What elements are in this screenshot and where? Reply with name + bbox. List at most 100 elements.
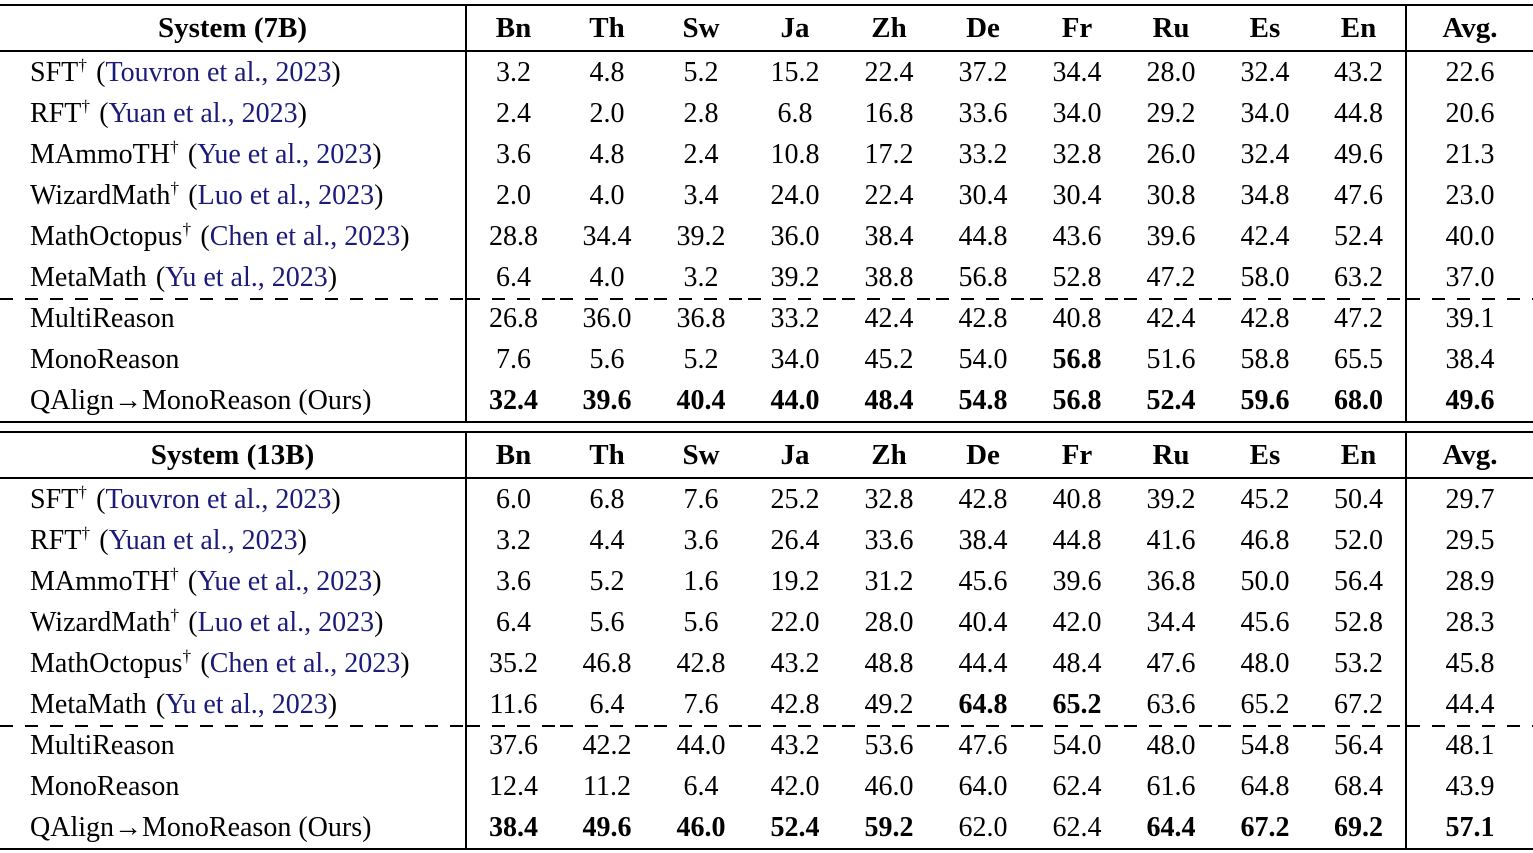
value-cell-ru: 30.8 — [1146, 179, 1196, 211]
value-cell-th: 6.8 — [589, 483, 625, 515]
header-row: System (7B) Bn Th Sw Ja Zh De Fr Ru Es En Avg. — [0, 5, 1533, 52]
table-row: MathOctopus† (Chen et al., 2023) 35.2 46.8 4… — [0, 643, 1533, 684]
system-cell: QAlign→MonoReason (Ours) — [0, 807, 466, 849]
value-cell-ja: 19.2 — [770, 565, 820, 597]
value-cell-es: 58.0 — [1240, 261, 1290, 293]
system-name: SFT — [30, 483, 79, 515]
citation-link[interactable]: Yuan et al., 2023 — [108, 97, 298, 129]
system-name: MathOctopus — [30, 647, 183, 679]
citation-link[interactable]: Luo et al., 2023 — [197, 606, 375, 638]
value-cell-ja: 26.4 — [770, 524, 820, 556]
value-cell-avg: 29.7 — [1405, 478, 1533, 520]
paren-open: ( — [188, 606, 198, 638]
citation-link[interactable]: Yue et al., 2023 — [197, 565, 373, 597]
citation-link[interactable]: Chen et al., 2023 — [209, 647, 401, 679]
value-cell-de: 54.0 — [958, 343, 1008, 375]
value-cell-avg: 48.1 — [1405, 725, 1533, 766]
citation-group: (Chen et al., 2023) — [200, 648, 409, 679]
value-cell-es: 65.2 — [1240, 688, 1290, 720]
column-header-es: Es — [1218, 5, 1312, 52]
value-cell-fr: 54.0 — [1030, 725, 1124, 766]
column-header-sw: Sw — [654, 432, 748, 479]
column-header-avg: Avg. — [1405, 5, 1533, 52]
value-cell-avg: 21.3 — [1405, 134, 1533, 175]
value-cell-ru: 61.6 — [1146, 770, 1196, 802]
column-header-en: En — [1312, 432, 1406, 479]
value-cell-ru: 26.0 — [1146, 138, 1196, 170]
value-cell-zh: 38.8 — [864, 261, 914, 293]
value-cell-ru: 48.0 — [1124, 725, 1218, 766]
system-name: MonoReason — [30, 770, 180, 802]
value-cell-avg: 28.9 — [1405, 561, 1533, 602]
value-cell-sw: 7.6 — [683, 688, 719, 720]
paren-close: ) — [372, 138, 382, 170]
value-cell-ja: 52.4 — [770, 811, 820, 843]
column-header-zh: Zh — [842, 5, 936, 52]
value-cell-sw: 5.2 — [683, 343, 719, 375]
value-cell-fr: 52.8 — [1052, 261, 1102, 293]
citation-link[interactable]: Luo et al., 2023 — [197, 179, 375, 211]
value-cell-es: 59.6 — [1240, 384, 1290, 416]
value-cell-en: 47.2 — [1312, 298, 1406, 339]
value-cell-th: 5.6 — [589, 343, 625, 375]
value-cell-de: 64.0 — [958, 770, 1008, 802]
value-cell-de: 62.0 — [958, 811, 1008, 843]
citation-group: (Yu et al., 2023) — [156, 262, 337, 293]
value-cell-bn: 3.2 — [465, 520, 560, 561]
value-cell-bn: 6.0 — [465, 478, 560, 520]
table-row: QAlign→MonoReason (Ours) 38.4 49.6 46.0 52.4… — [0, 807, 1533, 849]
value-cell-zh: 53.6 — [842, 725, 936, 766]
value-cell-avg: 45.8 — [1405, 643, 1533, 684]
system-name: MultiReason — [30, 729, 175, 761]
column-header-de: De — [936, 5, 1030, 52]
system-cell: MathOctopus† (Chen et al., 2023) — [0, 643, 466, 684]
table-row: RFT† (Yuan et al., 2023) 3.2 4.4 3.6 26.4 33.6… — [0, 520, 1533, 561]
value-cell-ja: 25.2 — [770, 483, 820, 515]
value-cell-en: 63.2 — [1334, 261, 1383, 293]
value-cell-zh: 17.2 — [864, 138, 914, 170]
value-cell-es: 46.8 — [1240, 524, 1290, 556]
value-cell-fr: 65.2 — [1052, 688, 1102, 720]
citation-link[interactable]: Yue et al., 2023 — [197, 138, 373, 170]
dagger-mark: † — [170, 605, 180, 625]
value-cell-fr: 62.4 — [1052, 811, 1102, 843]
citation-link[interactable]: Yuan et al., 2023 — [108, 524, 298, 556]
citation-link[interactable]: Touvron et al., 2023 — [105, 483, 332, 515]
dagger-mark: † — [78, 55, 87, 75]
value-cell-sw: 36.8 — [654, 298, 748, 339]
value-cell-bn: 37.6 — [465, 725, 560, 766]
value-cell-en: 52.0 — [1334, 524, 1383, 556]
value-cell-ja: 44.0 — [770, 384, 820, 416]
value-cell-zh: 45.2 — [864, 343, 914, 375]
system-cell: MonoReason — [0, 339, 466, 380]
value-cell-ja: 42.0 — [770, 770, 820, 802]
value-cell-fr: 34.0 — [1052, 97, 1102, 129]
paren-close: ) — [327, 261, 338, 293]
value-cell-sw: 1.6 — [683, 565, 719, 597]
paren-close: ) — [297, 97, 307, 129]
paren-open: ( — [188, 179, 198, 211]
value-cell-sw: 39.2 — [676, 220, 726, 252]
value-cell-bn: 38.4 — [465, 807, 560, 849]
value-cell-de: 30.4 — [958, 179, 1008, 211]
value-cell-en: 43.2 — [1334, 56, 1383, 88]
column-header-ru: Ru — [1124, 5, 1218, 52]
system-cell: MultiReason — [0, 725, 466, 766]
table-row: MultiReason 26.8 36.0 36.8 33.2 42.4 42.8 40.8 4… — [0, 298, 1533, 339]
value-cell-th: 4.0 — [589, 179, 625, 211]
value-cell-zh: 32.8 — [864, 483, 914, 515]
value-cell-zh: 28.0 — [864, 606, 914, 638]
value-cell-avg: 44.4 — [1405, 684, 1533, 725]
value-cell-bn: 3.6 — [465, 134, 560, 175]
value-cell-zh: 48.8 — [864, 647, 914, 679]
citation-link[interactable]: Touvron et al., 2023 — [105, 56, 332, 88]
value-cell-th: 4.8 — [589, 56, 625, 88]
value-cell-bn: 2.0 — [465, 175, 560, 216]
value-cell-fr: 39.6 — [1052, 565, 1102, 597]
value-cell-th: 42.2 — [560, 725, 654, 766]
citation-link[interactable]: Chen et al., 2023 — [209, 220, 401, 252]
value-cell-sw: 3.2 — [683, 261, 719, 293]
citation-link[interactable]: Yu et al., 2023 — [165, 688, 328, 720]
value-cell-fr: 40.8 — [1030, 298, 1124, 339]
citation-link[interactable]: Yu et al., 2023 — [165, 261, 328, 293]
